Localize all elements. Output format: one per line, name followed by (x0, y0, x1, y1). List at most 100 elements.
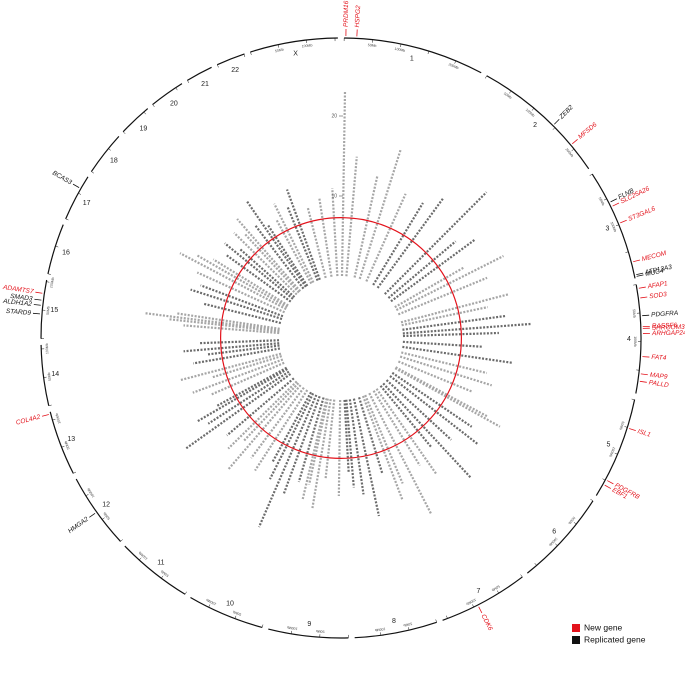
mb-tick (66, 219, 69, 220)
gene-connector (636, 273, 643, 274)
mb-tick-label: 100Mb (633, 336, 637, 347)
gene-label: HSPG2 (354, 5, 362, 28)
mb-tick-label: 100Mb (525, 108, 536, 118)
mb-tick (572, 149, 574, 151)
mb-tick (509, 91, 511, 93)
chromosome-label: 10 (226, 601, 234, 608)
chromosome-label: 17 (83, 200, 91, 207)
chromosome-label: 21 (201, 81, 209, 88)
chromosome-label: 19 (139, 125, 147, 132)
mb-tick-label: 100Mb (302, 43, 313, 48)
chromosome-arc (76, 479, 120, 541)
chromosome-label: 7 (476, 588, 480, 595)
mb-tick (485, 76, 486, 79)
gene-connector (620, 220, 626, 223)
radial-tick-label: 10 (331, 193, 337, 199)
peak (390, 376, 478, 445)
peak (392, 373, 471, 427)
mb-tick-label: 50Mb (491, 584, 501, 592)
gene-connector (640, 297, 647, 298)
gene-label: PALLD (648, 379, 669, 389)
peak (326, 400, 335, 480)
gene-connector (42, 415, 49, 417)
peak (363, 396, 403, 501)
chromosome-label: 16 (62, 249, 70, 256)
legend-label: Replicated gene (584, 634, 646, 644)
mb-tick (91, 172, 93, 174)
chromosome-arc (91, 136, 118, 171)
mb-tick (497, 591, 499, 594)
mb-tick-label: 50Mb (275, 48, 284, 54)
peak (342, 92, 345, 276)
mb-tick-label: 100Mb (394, 47, 405, 53)
chromosome-label: 13 (67, 436, 75, 443)
mb-tick (616, 225, 619, 226)
gene-connector (637, 275, 644, 276)
mb-tick-label: 100Mb (86, 487, 95, 498)
peak (234, 233, 297, 295)
peak (377, 389, 437, 474)
mb-tick (176, 88, 178, 91)
mb-tick-label: 50Mb (160, 569, 169, 577)
peak (403, 324, 531, 333)
mb-tick-label: 50Mb (503, 92, 513, 100)
mb-tick (144, 112, 146, 114)
chromosome-label: 22 (231, 67, 239, 74)
gene-connector (640, 381, 647, 382)
gene-connector (34, 299, 41, 300)
gene-connector (554, 119, 559, 124)
mb-tick (555, 544, 557, 546)
gene-connector (642, 315, 649, 316)
peak (284, 396, 320, 494)
chromosome-label: 5 (607, 442, 611, 449)
peak (391, 240, 475, 302)
gene-label: AFAP1 (646, 280, 668, 290)
mb-tick (604, 199, 607, 200)
chromosome-arc (48, 225, 63, 274)
gene-label: STARD9 (6, 308, 32, 317)
mb-tick (400, 44, 401, 47)
legend-swatch (572, 624, 580, 632)
gene-connector (629, 429, 636, 431)
mb-tick-label: 50Mb (598, 197, 606, 207)
legend-label: New gene (584, 622, 623, 632)
gene-label: SOD3 (649, 291, 668, 300)
mb-tick-label: 50Mb (618, 421, 624, 431)
mb-tick-label: 50Mb (403, 621, 412, 627)
mb-tick (532, 108, 534, 110)
mb-tick (187, 80, 189, 83)
chromosome-label: 2 (533, 122, 537, 129)
mb-tick (603, 479, 606, 480)
peak (374, 391, 420, 466)
peak (251, 388, 304, 458)
gene-connector (34, 304, 41, 305)
gene-label: MFSD6 (577, 121, 599, 141)
peak (197, 255, 287, 307)
chromosome-label: 6 (552, 528, 556, 535)
mb-tick (185, 592, 187, 595)
mb-tick (521, 575, 523, 577)
mb-tick (78, 193, 81, 194)
mb-tick-label: 100Mb (138, 551, 149, 561)
peak (402, 307, 488, 325)
gene-connector (633, 260, 640, 262)
chromosome-arc (268, 629, 348, 638)
gene-label: COL4A2 (15, 414, 41, 427)
mb-tick (108, 149, 110, 151)
peak (259, 395, 316, 527)
radial-tick-label: 20 (331, 113, 337, 119)
peak (360, 149, 401, 279)
mb-tick (262, 625, 263, 628)
mb-tick-label: 50Mb (103, 511, 112, 520)
peak (339, 400, 340, 496)
mb-tick (161, 576, 163, 578)
chromosome-label: 14 (51, 371, 59, 378)
mb-tick (428, 51, 429, 54)
chromosome-label: 3 (606, 226, 610, 233)
peak (378, 198, 444, 288)
gene-label: MECOM (641, 250, 667, 263)
mb-tick-label: 50Mb (567, 516, 576, 525)
peak (388, 241, 455, 298)
mb-tick (102, 518, 104, 520)
